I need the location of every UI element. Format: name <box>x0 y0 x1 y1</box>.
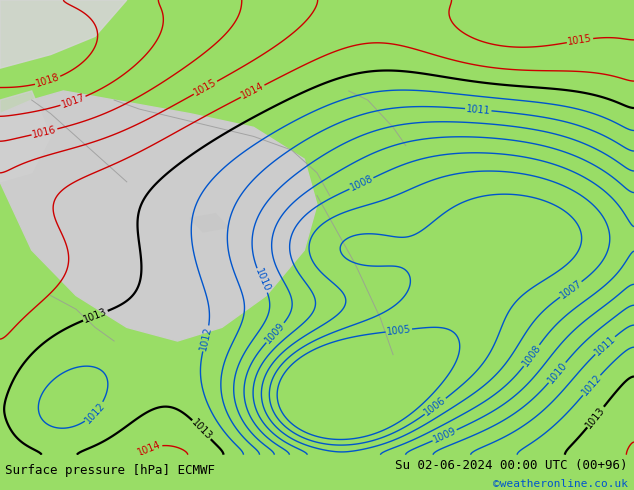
Text: ©weatheronline.co.uk: ©weatheronline.co.uk <box>493 479 628 489</box>
Text: 1009: 1009 <box>263 320 287 345</box>
Text: 1018: 1018 <box>35 73 61 89</box>
Polygon shape <box>0 91 51 182</box>
Text: 1008: 1008 <box>348 174 375 193</box>
Text: 1017: 1017 <box>60 92 86 110</box>
Text: 1006: 1006 <box>423 395 448 418</box>
Text: Su 02-06-2024 00:00 UTC (00+96): Su 02-06-2024 00:00 UTC (00+96) <box>395 459 628 472</box>
Text: 1013: 1013 <box>584 404 607 430</box>
Text: 1011: 1011 <box>592 333 618 357</box>
Polygon shape <box>0 0 127 68</box>
Text: 1008: 1008 <box>521 343 543 368</box>
Text: 1014: 1014 <box>240 81 266 101</box>
Text: 1010: 1010 <box>545 360 569 385</box>
Polygon shape <box>190 214 228 232</box>
Text: 1012: 1012 <box>83 400 107 425</box>
Text: 1009: 1009 <box>432 426 458 445</box>
Polygon shape <box>0 91 317 341</box>
Text: 1016: 1016 <box>32 124 58 140</box>
Text: 1005: 1005 <box>386 324 411 337</box>
Text: 1015: 1015 <box>567 33 593 47</box>
Text: 1015: 1015 <box>192 77 219 98</box>
Text: 1013: 1013 <box>82 307 108 325</box>
Text: 1013: 1013 <box>190 417 214 442</box>
Text: 1014: 1014 <box>136 439 162 458</box>
Text: 1011: 1011 <box>465 103 491 116</box>
Text: 1010: 1010 <box>253 267 271 294</box>
Text: 1012: 1012 <box>579 372 604 398</box>
Text: 1012: 1012 <box>198 325 214 352</box>
Text: Surface pressure [hPa] ECMWF: Surface pressure [hPa] ECMWF <box>5 464 215 477</box>
Text: 1007: 1007 <box>558 278 584 301</box>
